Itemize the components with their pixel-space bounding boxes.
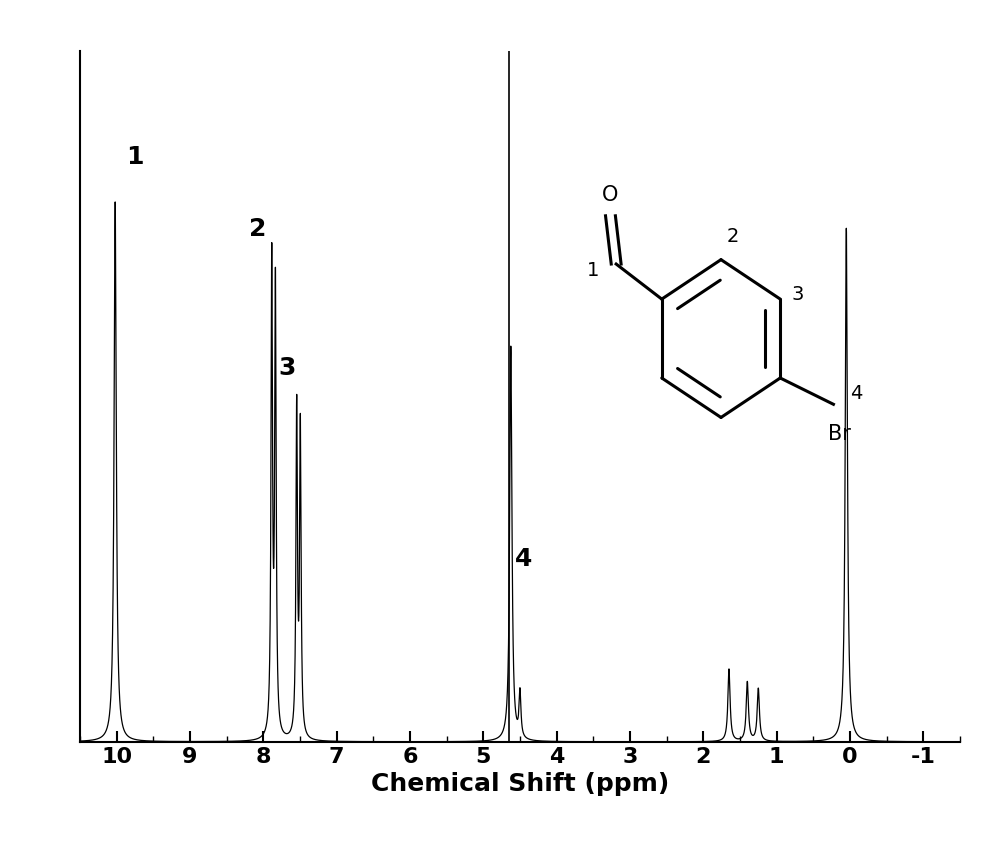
Text: 2: 2	[249, 217, 266, 241]
Text: 2: 2	[727, 228, 739, 246]
Text: 3: 3	[278, 356, 295, 379]
Text: 3: 3	[792, 285, 804, 304]
Text: 4: 4	[515, 546, 532, 571]
Text: O: O	[602, 185, 619, 205]
Text: 4: 4	[851, 384, 863, 403]
Text: Br: Br	[828, 424, 851, 444]
X-axis label: Chemical Shift (ppm): Chemical Shift (ppm)	[371, 772, 669, 797]
Text: 1: 1	[126, 145, 144, 169]
Text: 1: 1	[587, 261, 599, 280]
